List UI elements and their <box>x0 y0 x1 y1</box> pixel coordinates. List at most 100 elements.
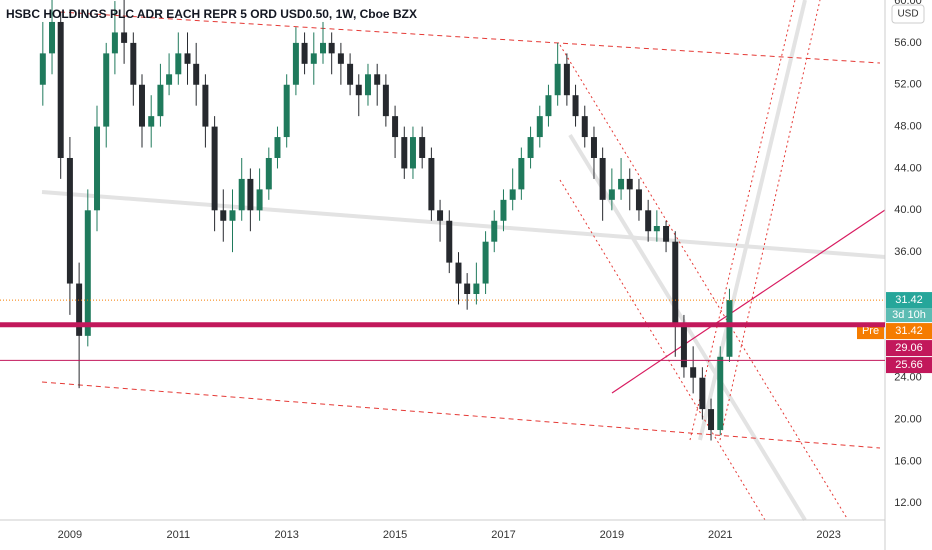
candle-body <box>482 241 489 284</box>
candle-body <box>49 21 56 54</box>
candle-body <box>401 137 408 169</box>
candle-body <box>618 178 625 190</box>
candle-body <box>130 42 137 85</box>
candle-body <box>563 63 570 96</box>
candle-body <box>76 283 83 336</box>
candle-body <box>599 157 606 200</box>
candle-body <box>347 63 354 85</box>
candle-body <box>337 53 344 64</box>
candle-body <box>708 409 715 431</box>
x-tick-label: 2011 <box>166 529 190 541</box>
price-label-box <box>886 292 932 309</box>
candle-body <box>437 210 444 221</box>
candle-body <box>626 178 633 190</box>
y-tick-label: 44.00 <box>894 162 922 174</box>
candle-body <box>355 84 362 96</box>
channel-line <box>719 0 821 441</box>
candles <box>39 0 733 441</box>
candle-body <box>690 367 697 378</box>
countdown: 3d 10h <box>892 309 926 321</box>
price-tag: Pre <box>862 325 879 337</box>
candle-body <box>175 53 182 75</box>
x-tick-label: 2009 <box>58 529 82 541</box>
candle-body <box>608 189 615 200</box>
candle-body <box>527 137 534 158</box>
candle-body <box>455 262 462 284</box>
candle-body <box>238 178 245 211</box>
price-label-box <box>886 323 932 340</box>
currency[interactable]: USD <box>897 9 918 20</box>
candle-body <box>39 53 46 85</box>
candle-body <box>310 53 317 64</box>
candle-body <box>464 283 471 295</box>
candle-body <box>545 95 552 117</box>
y-tick-label: 16.00 <box>894 455 922 467</box>
y-tick-label: 56.00 <box>894 37 922 49</box>
candle-body <box>247 178 254 211</box>
trend-line <box>611 209 886 394</box>
candle-body <box>157 84 164 117</box>
candle-body <box>138 84 145 127</box>
candle-body <box>419 137 426 158</box>
candle-body <box>554 63 561 96</box>
candle-body <box>645 210 652 232</box>
candle-body <box>193 63 200 85</box>
candle-body <box>392 116 399 138</box>
candle-body <box>292 42 299 85</box>
candle-body <box>635 189 642 211</box>
price-label: 31.42 <box>895 294 923 306</box>
candle-body <box>66 157 73 284</box>
y-tick-label: 60.00 <box>894 0 922 7</box>
channel-line <box>559 179 766 521</box>
candle-body <box>148 116 155 127</box>
candle-body <box>256 189 263 211</box>
x-tick-label: 2023 <box>816 529 840 541</box>
x-tick-label: 2017 <box>491 529 515 541</box>
candle-body <box>166 74 173 85</box>
candle-body <box>590 137 597 158</box>
candle-body <box>581 116 588 138</box>
channel-line <box>689 0 796 441</box>
y-tick-label: 12.00 <box>894 497 922 509</box>
y-tick-label: 52.00 <box>894 79 922 91</box>
candle-body <box>103 53 110 127</box>
x-tick-label: 2015 <box>383 529 407 541</box>
candle-body <box>500 199 507 221</box>
y-tick-label: 24.00 <box>894 372 922 384</box>
candle-body <box>328 42 335 54</box>
candle-body <box>672 241 679 326</box>
candle-body <box>509 189 516 200</box>
candle-body <box>374 74 381 85</box>
candle-body <box>283 84 290 138</box>
candle-body <box>84 210 91 336</box>
candle-body <box>518 157 525 190</box>
y-tick-label: 48.00 <box>894 121 922 133</box>
candle-body <box>663 225 670 242</box>
x-tick-label: 2021 <box>708 529 732 541</box>
candle-body <box>699 377 706 410</box>
countdown-box <box>886 308 932 323</box>
candle-body <box>653 225 660 232</box>
price-label: 31.42 <box>895 325 923 337</box>
candle-body <box>473 283 480 295</box>
candle-body <box>57 21 64 158</box>
candle-body <box>680 325 687 368</box>
candle-body <box>364 74 371 96</box>
y-tick-label: 36.00 <box>894 246 922 258</box>
candle-body <box>491 220 498 242</box>
candle-body <box>382 84 389 117</box>
trend-line <box>59 11 881 64</box>
currency-button[interactable] <box>891 4 925 24</box>
candle-body <box>211 126 218 211</box>
x-tick-label: 2013 <box>274 529 298 541</box>
candle-body <box>94 126 101 211</box>
candle-body <box>536 116 543 138</box>
candle-body <box>274 137 281 158</box>
price-label-box <box>886 340 932 357</box>
candle-body <box>111 32 118 54</box>
candle-body <box>726 300 733 357</box>
candle-body <box>265 157 272 190</box>
candle-body <box>301 42 308 64</box>
